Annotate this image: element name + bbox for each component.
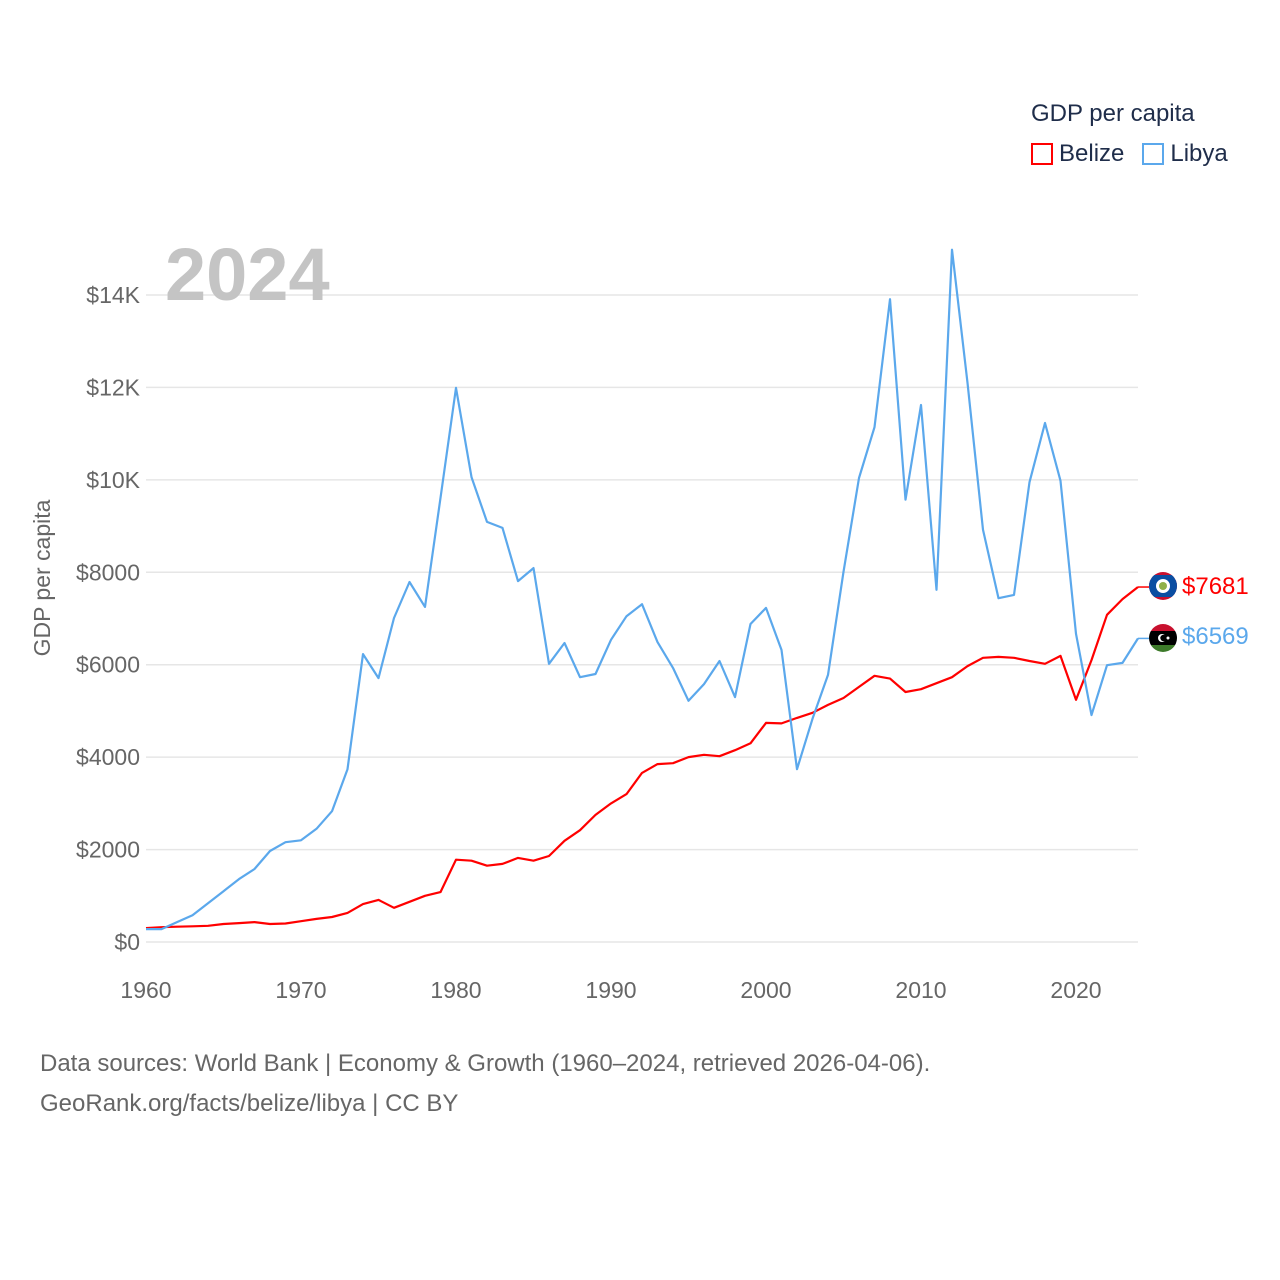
- x-tick-label: 1960: [120, 977, 171, 1003]
- y-tick-label: $14K: [86, 282, 140, 308]
- y-tick-label: $2000: [76, 837, 140, 863]
- series-line-belize: [145, 586, 1139, 930]
- belize-end-label: $7681: [1182, 573, 1249, 600]
- series-lines: [145, 248, 1149, 931]
- x-tick-label: 2020: [1050, 977, 1101, 1003]
- libya-swatch-icon: [1142, 143, 1165, 165]
- y-tick-label: $12K: [86, 374, 140, 400]
- legend-item-libya[interactable]: Libya: [1142, 140, 1228, 168]
- y-tick-label: $0: [114, 929, 140, 955]
- y-axis: $0 $2000 $4000 $6000 $8000 $10K $12K $14K: [76, 282, 141, 955]
- gridlines: [146, 294, 1138, 943]
- x-tick-label: 1970: [275, 977, 326, 1003]
- x-tick-label: 1980: [430, 977, 481, 1003]
- x-tick-label: 1990: [585, 977, 636, 1003]
- series-line-libya: [146, 248, 1139, 931]
- belize-swatch-icon: [1031, 143, 1053, 165]
- source-link[interactable]: GeoRank.org/facts/belize/libya | CC BY: [40, 1090, 459, 1117]
- y-tick-label: $8000: [76, 559, 140, 585]
- belize-flag-icon: [1149, 572, 1177, 600]
- x-axis: 1960 1970 1980 1990 2000 2010 2020: [120, 977, 1101, 1003]
- end-marker-belize: $7681: [1149, 572, 1249, 600]
- x-tick-label: 2010: [895, 977, 946, 1003]
- y-tick-label: $6000: [76, 652, 140, 678]
- data-sources: Data sources: World Bank | Economy & Gro…: [40, 1050, 931, 1077]
- footer: Data sources: World Bank | Economy & Gro…: [40, 1044, 930, 1124]
- y-tick-label: $4000: [76, 744, 140, 770]
- libya-flag-icon: [1149, 624, 1177, 652]
- y-tick-label: $10K: [86, 467, 140, 493]
- x-tick-label: 2000: [740, 977, 791, 1003]
- libya-end-label: $6569: [1182, 623, 1249, 650]
- legend: GDP per capita Belize Libya: [1031, 100, 1228, 168]
- y-axis-title: GDP per capita: [29, 499, 55, 656]
- legend-label: Belize: [1059, 140, 1125, 167]
- legend-label: Libya: [1170, 140, 1228, 167]
- legend-title: GDP per capita: [1031, 100, 1195, 127]
- legend-item-belize[interactable]: Belize: [1031, 140, 1124, 168]
- year-label: 2024: [165, 233, 330, 316]
- end-marker-libya: $6569: [1149, 623, 1249, 652]
